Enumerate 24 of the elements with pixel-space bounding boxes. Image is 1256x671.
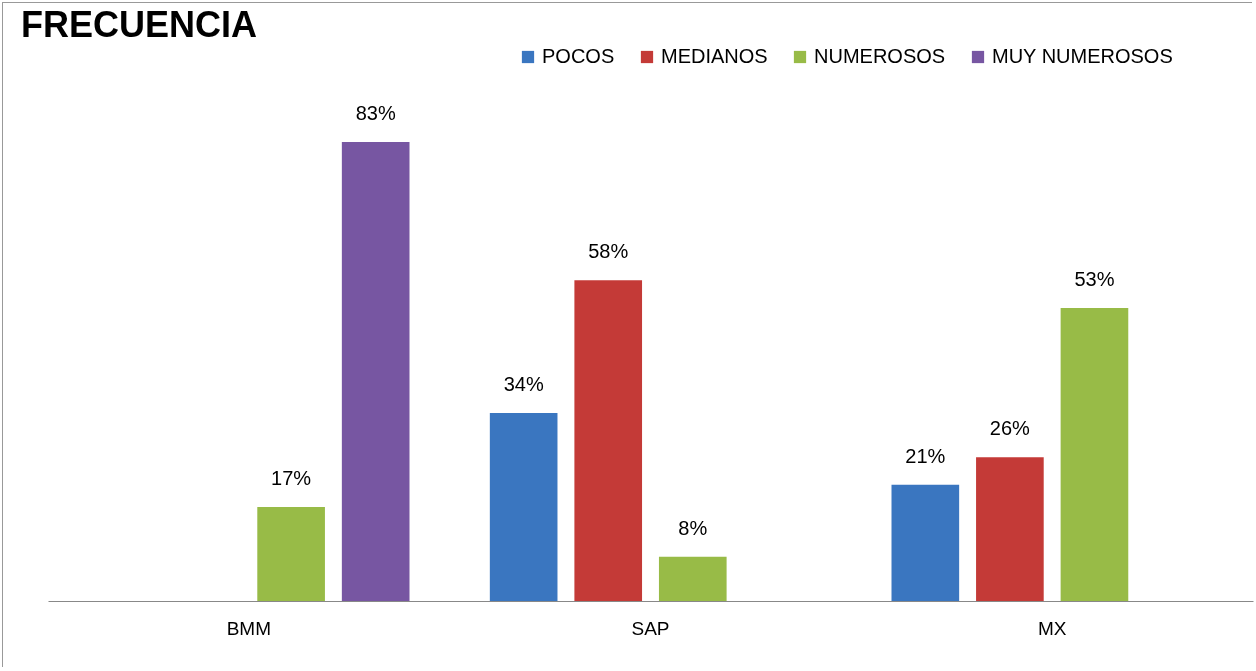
legend-label: MEDIANOS: [661, 45, 768, 67]
bar: [341, 142, 410, 601]
legend-label: NUMEROSOS: [814, 45, 946, 67]
bar: [257, 506, 325, 601]
x-tick-label: MX: [1037, 617, 1067, 639]
data-label: 17%: [271, 466, 312, 489]
legend-label: POCOS: [542, 45, 615, 67]
data-label: 8%: [678, 516, 708, 539]
bar: [574, 280, 643, 601]
x-tick-label: BMM: [226, 617, 271, 639]
chart-title: FRECUENCIA: [21, 4, 258, 45]
bar: [489, 412, 558, 601]
x-tick-label: SAP: [631, 617, 670, 639]
bar: [1060, 307, 1129, 601]
data-label: 53%: [1074, 267, 1115, 290]
data-label: 83%: [355, 102, 396, 124]
data-label: 58%: [588, 240, 629, 263]
data-label: 26%: [989, 417, 1031, 440]
data-label: 21%: [905, 444, 946, 467]
bar: [658, 556, 727, 601]
data-label: 34%: [503, 372, 544, 395]
legend-label: MUY NUMEROSOS: [992, 45, 1173, 67]
bar: [976, 457, 1044, 601]
bar: [891, 484, 960, 601]
